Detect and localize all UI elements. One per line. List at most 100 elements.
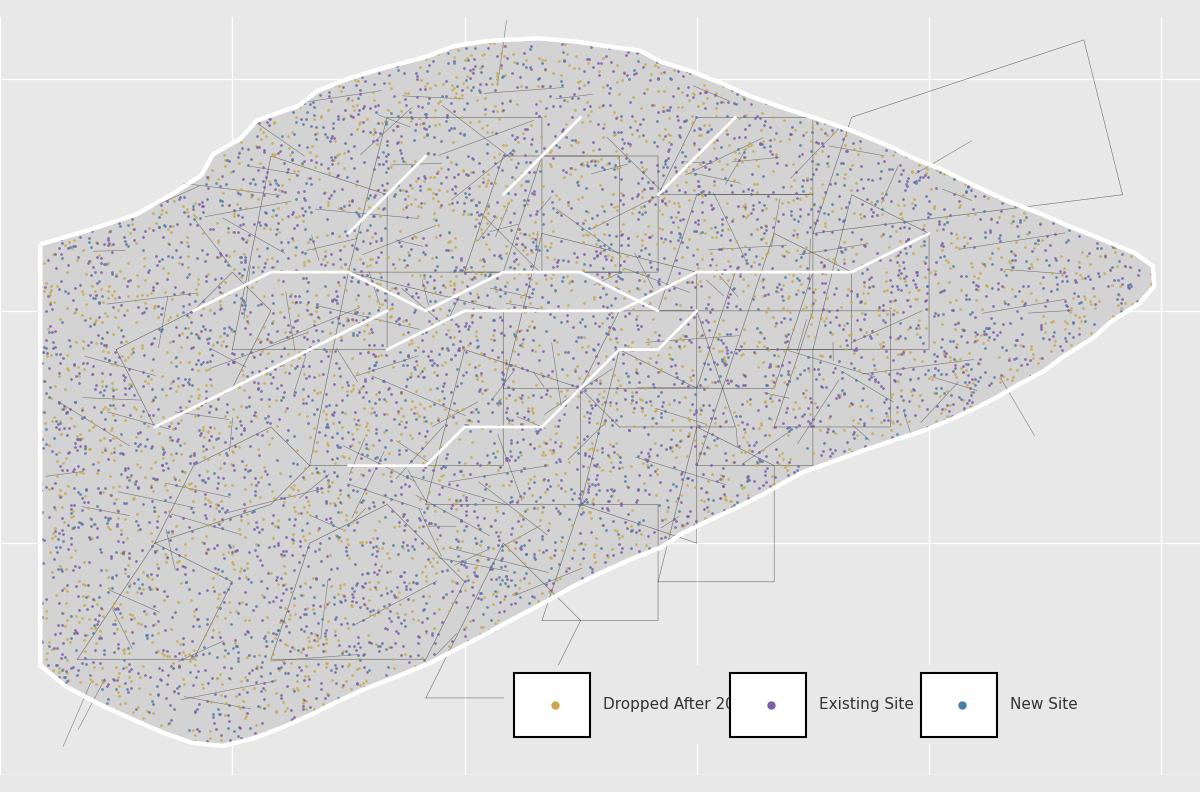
Point: [601, 482, 620, 495]
Point: [456, 191, 475, 204]
Point: [259, 478, 278, 490]
Point: [468, 373, 487, 386]
Point: [658, 493, 677, 506]
Point: [235, 497, 254, 510]
Point: [420, 517, 439, 530]
Point: [251, 348, 270, 361]
Point: [426, 78, 445, 91]
Point: [36, 653, 55, 665]
Point: [724, 455, 743, 468]
Point: [946, 355, 965, 367]
Point: [511, 520, 530, 532]
Point: [270, 634, 289, 647]
Point: [416, 570, 436, 583]
Point: [1073, 246, 1092, 259]
Point: [238, 314, 257, 327]
Point: [606, 332, 625, 345]
Point: [388, 407, 407, 420]
Point: [355, 459, 374, 472]
Point: [641, 193, 660, 206]
Point: [299, 541, 318, 554]
Point: [104, 453, 124, 466]
Point: [998, 383, 1018, 395]
Point: [511, 323, 530, 336]
Point: [779, 364, 798, 377]
Point: [161, 714, 180, 726]
Point: [955, 231, 974, 244]
Point: [299, 559, 318, 572]
Point: [719, 95, 738, 108]
Point: [422, 359, 442, 371]
Point: [352, 381, 371, 394]
Point: [800, 308, 820, 321]
Point: [874, 193, 893, 206]
Point: [367, 184, 386, 196]
Point: [551, 507, 570, 520]
Point: [618, 479, 637, 492]
Point: [624, 63, 643, 76]
Point: [35, 533, 54, 546]
Point: [455, 418, 474, 431]
Point: [274, 654, 293, 667]
Point: [751, 137, 770, 150]
Point: [185, 729, 204, 741]
Point: [808, 214, 827, 227]
Point: [55, 671, 74, 683]
Point: [665, 521, 684, 534]
Point: [607, 76, 626, 89]
Point: [689, 99, 708, 112]
Point: [163, 662, 182, 675]
Point: [587, 469, 606, 482]
Point: [527, 97, 546, 110]
Point: [121, 675, 140, 687]
Point: [127, 290, 146, 303]
Point: [523, 333, 542, 346]
Point: [444, 265, 463, 277]
Point: [575, 449, 594, 462]
Point: [271, 379, 290, 391]
Point: [944, 188, 964, 200]
Point: [700, 186, 719, 199]
Point: [715, 172, 734, 185]
Point: [295, 204, 314, 217]
Point: [85, 316, 104, 329]
Point: [79, 496, 98, 508]
Point: [474, 621, 493, 634]
Point: [540, 573, 559, 586]
Point: [103, 617, 122, 630]
Point: [55, 239, 74, 252]
Point: [671, 331, 690, 344]
Point: [58, 633, 77, 645]
Point: [122, 343, 142, 356]
Point: [575, 433, 594, 446]
Point: [31, 582, 50, 595]
Point: [491, 554, 510, 566]
Point: [763, 230, 782, 242]
Point: [524, 591, 544, 604]
Point: [342, 312, 361, 325]
Point: [658, 151, 677, 164]
Point: [182, 524, 202, 537]
Point: [433, 398, 452, 411]
Point: [984, 326, 1003, 339]
Point: [598, 501, 617, 514]
Point: [110, 439, 130, 451]
Point: [420, 314, 439, 327]
Point: [372, 116, 391, 129]
Point: [98, 234, 118, 246]
Point: [238, 562, 257, 574]
Point: [50, 560, 70, 573]
Point: [509, 451, 528, 463]
Point: [484, 210, 503, 223]
Point: [1057, 299, 1076, 312]
Point: [977, 290, 996, 303]
Point: [520, 43, 539, 55]
Point: [353, 649, 372, 661]
Point: [918, 421, 937, 433]
Point: [908, 371, 928, 384]
Point: [817, 128, 836, 141]
Point: [755, 115, 774, 128]
Point: [308, 632, 328, 645]
Point: [376, 222, 395, 234]
Point: [238, 465, 257, 478]
